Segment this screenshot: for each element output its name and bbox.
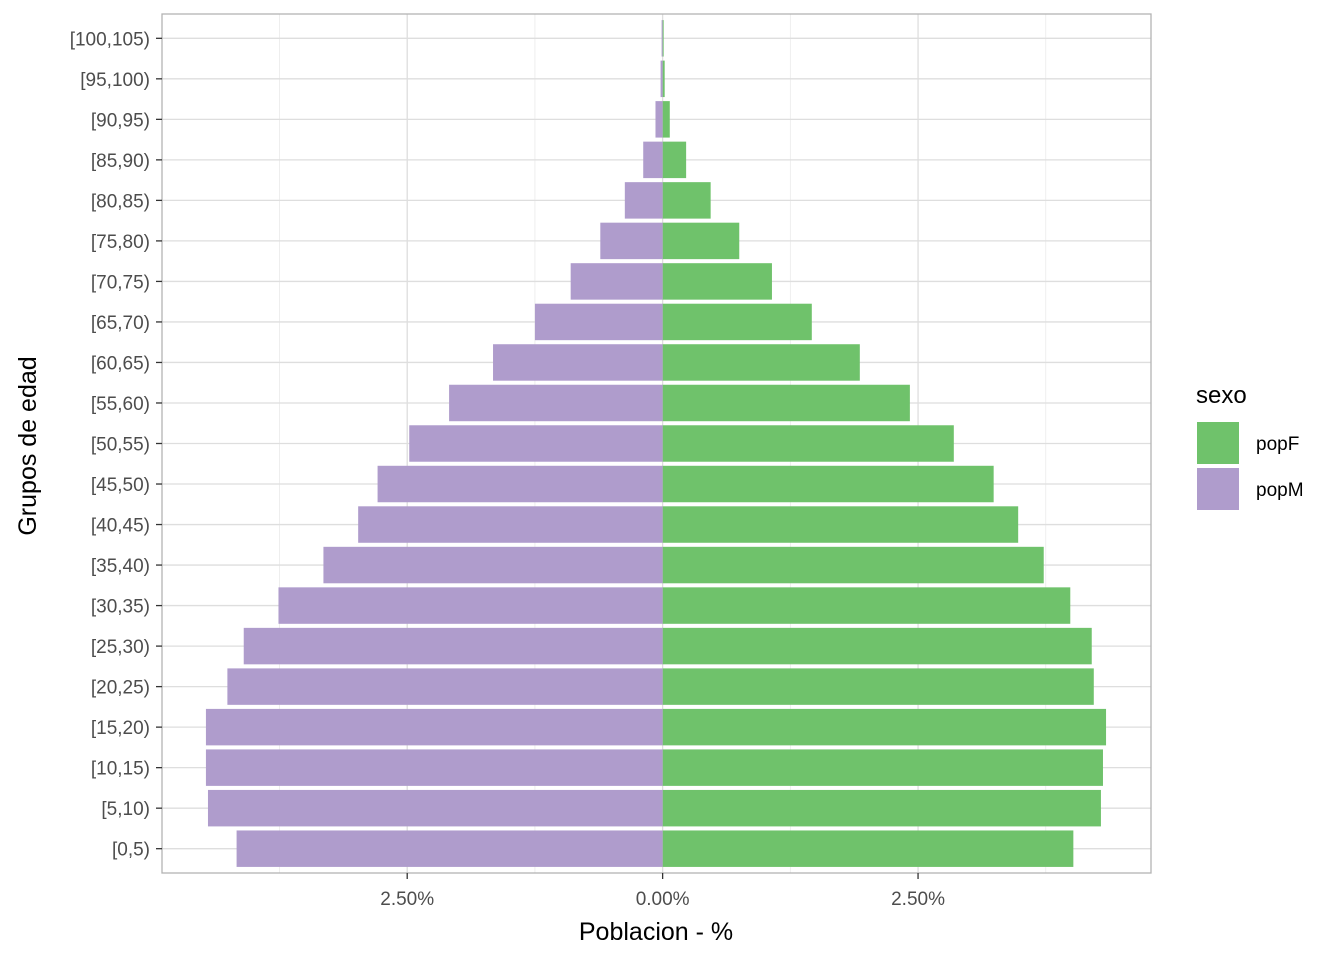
- y-tick-label: [75,80): [91, 232, 150, 253]
- y-tick-label: [95,100): [80, 70, 150, 91]
- x-tick-label: 2.50%: [380, 889, 434, 910]
- y-tick-label: [100,105): [70, 29, 150, 50]
- legend-key-popM: [1197, 468, 1239, 510]
- bar-popM: [358, 506, 663, 543]
- bar-popM: [278, 587, 663, 624]
- bar-popF: [662, 587, 1071, 624]
- y-tick-label: [35,40): [91, 556, 150, 577]
- bar-popF: [662, 20, 664, 57]
- y-tick-label: [45,50): [91, 475, 150, 496]
- x-axis-title: Poblacion - %: [579, 918, 733, 946]
- y-tick-label: [60,65): [91, 353, 150, 374]
- y-tick-label: [10,15): [91, 759, 150, 780]
- bar-popF: [662, 627, 1092, 665]
- y-tick-label: [70,75): [91, 272, 150, 293]
- bar-popM: [570, 263, 663, 300]
- bar-popF: [662, 749, 1103, 786]
- bar-popF: [662, 425, 954, 462]
- bar-popM: [660, 60, 663, 98]
- bar-popM: [655, 101, 663, 138]
- y-tick-label: [80,85): [91, 191, 150, 212]
- bar-popM: [534, 303, 663, 341]
- bar-popF: [662, 182, 711, 219]
- bar-popM: [323, 546, 663, 584]
- bar-popF: [662, 303, 812, 341]
- bar-popF: [662, 465, 994, 503]
- y-tick-label: [15,20): [91, 718, 150, 739]
- y-tick-label: [90,95): [91, 110, 150, 131]
- bar-popF: [662, 344, 860, 381]
- y-tick-label: [40,45): [91, 516, 150, 537]
- bar-popF: [662, 708, 1107, 746]
- bar-popM: [600, 222, 663, 260]
- y-tick-label: [5,10): [101, 799, 150, 820]
- bar-popM: [661, 20, 663, 57]
- legend-key-popF: [1197, 422, 1239, 464]
- bar-popF: [662, 506, 1019, 543]
- bar-popF: [662, 384, 910, 422]
- bar-popF: [662, 668, 1094, 705]
- bar-popF: [662, 222, 740, 260]
- axes: [0,5) [5,10) [10,15) [15,20) [20,25) [25,30) […: [70, 29, 945, 910]
- bar-popF: [662, 141, 687, 179]
- bar-popM: [493, 344, 663, 381]
- x-tick-label: 0.00%: [636, 889, 690, 910]
- y-tick-label: [0,5): [112, 840, 150, 861]
- x-tick-label: 2.50%: [891, 889, 945, 910]
- bar-popM: [377, 465, 663, 503]
- legend-title: sexo: [1196, 382, 1247, 409]
- bar-popF: [662, 830, 1074, 867]
- bar-popM: [624, 182, 663, 219]
- bar-popF: [662, 789, 1101, 827]
- y-tick-label: [55,60): [91, 394, 150, 415]
- bar-popF: [662, 546, 1044, 584]
- y-tick-label: [65,70): [91, 313, 150, 334]
- y-tick-label: [50,55): [91, 435, 150, 456]
- bar-popF: [662, 60, 665, 98]
- bar-popM: [243, 627, 663, 665]
- bar-popM: [205, 749, 663, 786]
- bar-popF: [662, 263, 772, 300]
- bar-popM: [227, 668, 663, 705]
- y-tick-label: [20,25): [91, 678, 150, 699]
- legend-label-popF: popF: [1256, 434, 1299, 455]
- y-axis-title: Grupos de edad: [14, 356, 42, 535]
- bar-popM: [207, 789, 663, 827]
- bar-popF: [662, 101, 670, 138]
- bars: [205, 20, 1107, 867]
- bar-popM: [449, 384, 663, 422]
- bar-popM: [236, 830, 663, 867]
- y-tick-label: [30,35): [91, 597, 150, 618]
- legend: sexo popF popM: [1196, 382, 1304, 510]
- bar-popM: [409, 425, 663, 462]
- bar-popM: [643, 141, 663, 179]
- legend-label-popM: popM: [1256, 480, 1304, 501]
- y-tick-label: [25,30): [91, 637, 150, 658]
- bar-popM: [205, 708, 663, 746]
- y-tick-label: [85,90): [91, 151, 150, 172]
